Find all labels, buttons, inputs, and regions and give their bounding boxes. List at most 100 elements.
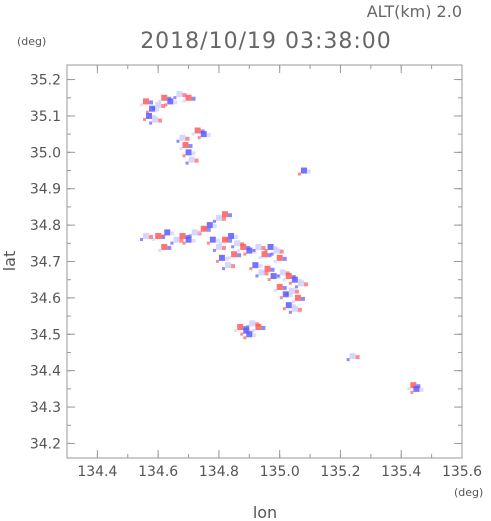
data-point (170, 231, 175, 236)
data-point (349, 353, 356, 360)
data-point (276, 274, 280, 278)
data-point (179, 238, 184, 243)
data-point (152, 107, 156, 111)
data-point (303, 282, 308, 287)
y-tick-label: 34.7 (30, 255, 61, 271)
data-point (297, 280, 304, 287)
data-point (197, 230, 201, 234)
data-point (176, 139, 180, 143)
data-point (212, 248, 216, 252)
data-point (231, 264, 236, 269)
data-point (258, 269, 265, 276)
data-point (155, 233, 162, 240)
data-point (234, 329, 238, 332)
data-point (267, 278, 271, 282)
data-point (167, 98, 174, 105)
data-point (282, 285, 287, 290)
data-point (240, 243, 247, 250)
data-point (276, 254, 283, 261)
y-unit-label: (deg) (17, 35, 46, 48)
data-point (212, 224, 217, 229)
data-point (252, 329, 256, 332)
data-point (255, 324, 262, 330)
data-point (237, 248, 241, 252)
data-point (228, 233, 235, 240)
data-point (276, 283, 283, 290)
data-point (270, 273, 277, 280)
data-point (410, 382, 417, 389)
y-tick-label: 34.5 (30, 327, 61, 343)
data-point (143, 233, 149, 240)
data-point (206, 222, 213, 229)
data-point (288, 287, 295, 294)
data-point (143, 98, 149, 105)
data-point (243, 327, 250, 334)
data-point (215, 214, 222, 221)
data-point (279, 296, 283, 300)
data-point (237, 324, 244, 330)
data-point (234, 240, 241, 247)
x-tick-label: 134.6 (138, 464, 178, 480)
data-point (191, 151, 196, 156)
x-tick-label: 135.6 (442, 464, 482, 480)
data-point (182, 241, 186, 245)
data-point (182, 99, 186, 103)
data-point (218, 254, 225, 261)
data-point (249, 267, 253, 271)
y-tick-label: 35.0 (30, 145, 61, 161)
data-point (170, 241, 174, 245)
data-point (285, 273, 292, 280)
data-point (173, 236, 180, 243)
data-point (273, 259, 277, 263)
data-point (243, 336, 247, 340)
data-point (185, 161, 189, 165)
x-tick-label: 135.2 (320, 464, 360, 480)
data-point (261, 245, 266, 250)
data-point (221, 245, 226, 250)
data-point (179, 147, 183, 151)
data-point (291, 299, 295, 303)
y-axis-title: lat (0, 251, 19, 272)
data-point (294, 294, 301, 301)
data-point (161, 94, 168, 101)
y-tick-label: 35.1 (30, 109, 61, 125)
data-point (158, 118, 163, 123)
data-point (164, 103, 168, 107)
data-point (261, 326, 266, 330)
altitude-label: ALT(km) 2.0 (367, 2, 462, 21)
x-tick-label: 135.0 (260, 464, 300, 480)
data-point (231, 251, 238, 258)
data-point (279, 269, 286, 276)
data-point (155, 102, 162, 109)
data-point (161, 234, 165, 238)
data-point (273, 247, 280, 254)
data-point (273, 288, 277, 292)
data-point (298, 172, 301, 176)
data-points (140, 91, 424, 394)
data-point (222, 267, 226, 271)
data-point (267, 243, 274, 250)
data-point (179, 233, 186, 240)
data-point (291, 276, 298, 283)
data-point (297, 307, 302, 312)
data-point (182, 154, 186, 158)
data-point (155, 107, 160, 112)
data-point (288, 293, 293, 298)
y-tick-label: 34.3 (30, 400, 61, 416)
data-point (294, 285, 298, 289)
data-point (149, 121, 153, 125)
data-point (200, 131, 207, 138)
data-point (161, 243, 168, 250)
data-point (149, 105, 156, 112)
data-point (228, 238, 232, 243)
data-point (255, 274, 259, 278)
data-point (179, 134, 186, 141)
data-point (182, 142, 189, 149)
data-point (173, 100, 178, 105)
data-point (173, 96, 177, 100)
data-point (185, 236, 192, 243)
tick-labels: 134.4 134.6 134.8 135.0 135.2 135.4 135.6 34.2 3… (30, 73, 482, 480)
data-point (407, 387, 411, 391)
data-point (191, 96, 196, 101)
